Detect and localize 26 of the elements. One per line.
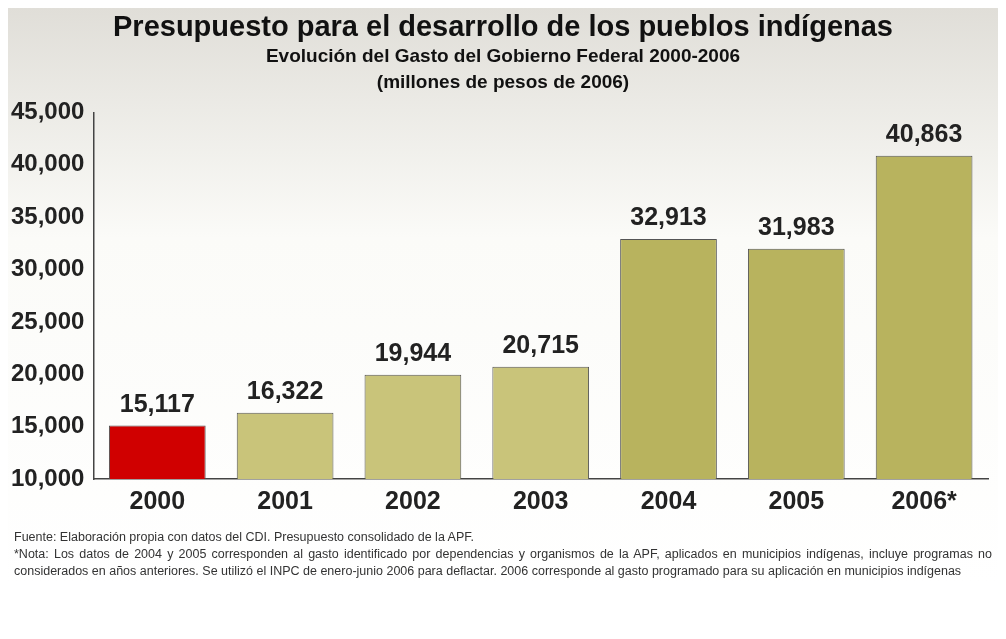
x-tick-label: 2000 bbox=[129, 485, 186, 514]
text: *Nota: Los datos de 2004 y 2005 corresponden al gasto identificado por dependencias y organismos de la APF, aplicados en municipios indígenas, incluye programas no considerados en años anteriores. Se utilizó el INPC de enero-junio 2006 para deflactar. 2006 corresponde al gasto programado para su aplicación en municipios indígenas bbox=[14, 546, 992, 580]
y-tick-label: 40,000 bbox=[11, 149, 85, 177]
x-tick-label: 2006* bbox=[891, 485, 958, 514]
y-tick-label: 15,000 bbox=[11, 411, 85, 439]
data-label: 32,913 bbox=[630, 202, 707, 231]
x-tick-label: 2003 bbox=[512, 485, 569, 514]
source-note: Fuente: Elaboración propia con datos del CDI. Presupuesto consolidado de la APF. bbox=[14, 529, 475, 546]
y-tick-label: 35,000 bbox=[11, 201, 85, 229]
data-label: 15,117 bbox=[119, 388, 195, 417]
x-tick-label: 2001 bbox=[257, 485, 313, 514]
data-label: 31,983 bbox=[758, 212, 835, 241]
chart-title: Presupuesto para el desarrollo de los pueblos indígenas bbox=[112, 9, 894, 43]
data-label: 16,322 bbox=[246, 376, 324, 405]
chart-subtitle: Evolución del Gasto del Gobierno Federal 2000-2006 (millones de pesos de 2006) bbox=[264, 44, 742, 94]
x-tick-label: 2004 bbox=[640, 485, 697, 514]
data-label: 20,715 bbox=[502, 330, 580, 359]
y-tick-label: 10,000 bbox=[11, 463, 85, 491]
y-tick-label: 30,000 bbox=[11, 254, 85, 282]
y-tick-label: 25,000 bbox=[11, 306, 85, 334]
x-tick-label: 2002 bbox=[385, 485, 441, 514]
data-label: 40,863 bbox=[885, 119, 963, 148]
data-label: 19,944 bbox=[374, 338, 452, 367]
x-tick-label: 2005 bbox=[768, 485, 825, 514]
y-tick-label: 20,000 bbox=[11, 358, 85, 386]
y-tick-label: 45,000 bbox=[11, 97, 85, 125]
